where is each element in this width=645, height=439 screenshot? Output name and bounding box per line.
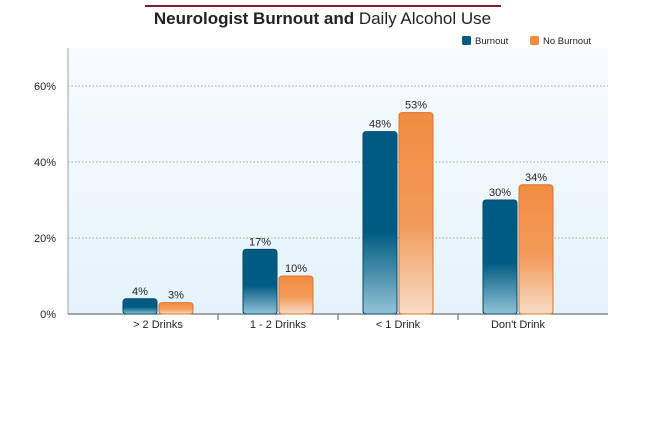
x-tick-label: < 1 Drink <box>376 319 421 331</box>
legend-swatch <box>462 36 471 45</box>
chart-title-bold: Neurologist Burnout and <box>153 9 355 28</box>
chart-title: Neurologist Burnout and Daily Alcohol Us… <box>0 9 645 29</box>
data-label: 17% <box>249 236 271 248</box>
data-label: 10% <box>285 263 307 275</box>
legend-label: Burnout <box>475 36 509 47</box>
bar-no-burnout <box>158 302 194 315</box>
y-tick-label: 20% <box>34 233 56 245</box>
bar-no-burnout <box>518 184 554 315</box>
y-tick-label: 40% <box>34 157 56 169</box>
x-tick-label: Don't Drink <box>491 319 546 331</box>
data-label: 34% <box>525 172 547 184</box>
bar-no-burnout <box>398 112 434 315</box>
bar-burnout <box>362 131 398 315</box>
bar-burnout <box>482 199 518 315</box>
title-rule <box>145 5 501 7</box>
bar-burnout <box>242 248 278 315</box>
plot-background <box>68 48 608 314</box>
data-label: 48% <box>369 119 391 131</box>
data-label: 3% <box>168 290 184 302</box>
data-label: 30% <box>489 187 511 199</box>
legend-swatch <box>530 36 539 45</box>
y-tick-label: 60% <box>34 81 56 93</box>
y-tick-label: 0% <box>40 309 56 321</box>
data-label: 4% <box>132 286 148 298</box>
bar-no-burnout <box>278 275 314 315</box>
bar-burnout <box>122 298 158 315</box>
legend-label: No Burnout <box>543 36 591 47</box>
data-label: 53% <box>405 100 427 112</box>
chart-title-rest: Daily Alcohol Use <box>358 9 492 28</box>
x-tick-label: > 2 Drinks <box>133 319 183 331</box>
x-tick-label: 1 - 2 Drinks <box>250 319 307 331</box>
